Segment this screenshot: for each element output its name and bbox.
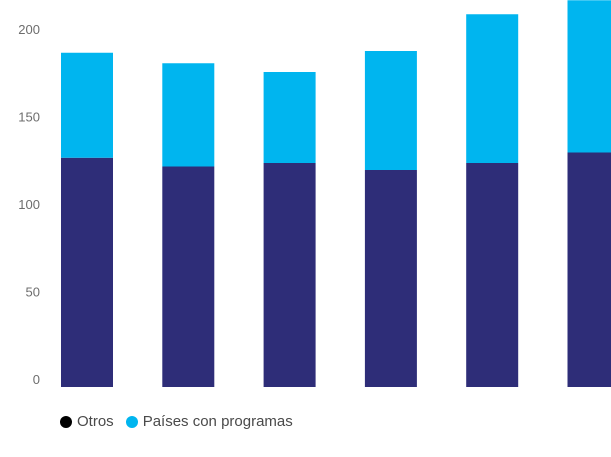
bar-2012-series-1	[567, 0, 611, 153]
bar-2011-series-0	[466, 163, 519, 387]
y-tick-label-0: 0	[33, 372, 40, 387]
bar-2011-series-1	[466, 14, 519, 163]
legend-item-paises: Países con programas	[125, 413, 293, 430]
bar-2007-series-1	[61, 52, 113, 158]
legend-label-paises: Países con programas	[142, 413, 293, 430]
bar-2009-series-0	[263, 163, 316, 387]
legend-item-otros: Otros	[60, 413, 114, 430]
y-tick-label-150: 150	[18, 110, 40, 125]
y-tick-label-100: 100	[18, 197, 40, 212]
bar-2008-series-1	[162, 63, 215, 167]
legend-swatch-paises	[125, 415, 138, 428]
legend-swatch-otros	[60, 415, 72, 428]
y-axis-ticks: 0 50 100 150 200	[18, 22, 40, 387]
y-tick-label-200: 200	[18, 22, 40, 37]
bars	[61, 0, 611, 387]
bar-2012-series-0	[567, 152, 611, 387]
y-tick-label-50: 50	[26, 285, 40, 300]
bar-2008-series-0	[162, 166, 215, 387]
bar-2010-series-0	[364, 170, 417, 387]
bar-2007-series-0	[61, 157, 113, 387]
legend: Otros Países con programas	[60, 413, 305, 430]
bar-2009-series-1	[263, 72, 316, 163]
bar-2010-series-1	[364, 51, 417, 170]
legend-label-otros: Otros	[77, 413, 114, 430]
